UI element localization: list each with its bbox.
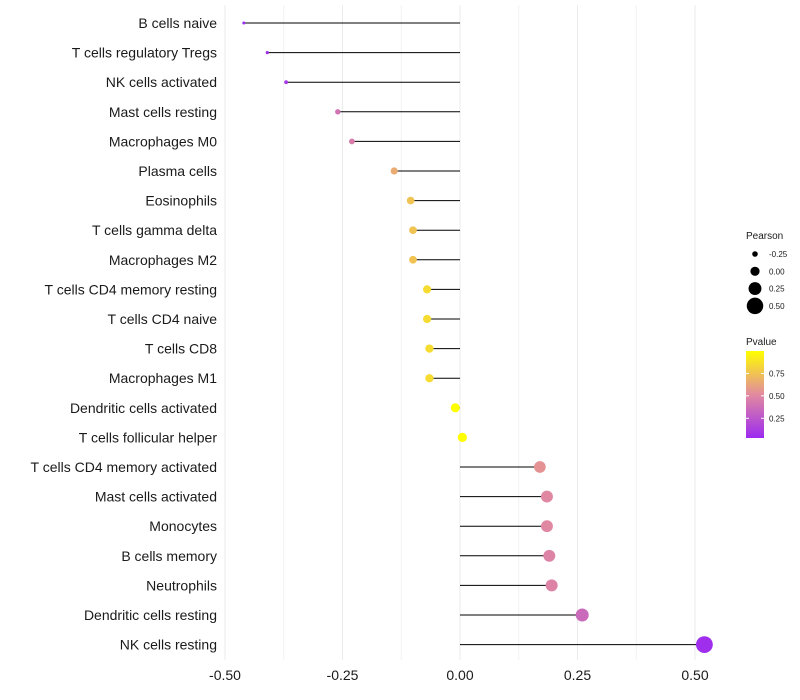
category-label: Eosinophils — [145, 193, 217, 209]
category-label: NK cells resting — [120, 637, 217, 653]
x-tick-label: -0.50 — [209, 667, 241, 683]
x-tick-label: 0.25 — [564, 667, 591, 683]
category-label: T cells CD8 — [145, 341, 217, 357]
category-label: T cells CD4 memory resting — [45, 281, 217, 297]
category-label: T cells CD4 naive — [108, 311, 218, 327]
category-label: T cells gamma delta — [92, 222, 217, 238]
color-legend-label: 0.50 — [769, 392, 785, 401]
lollipop-stems — [243, 22, 705, 646]
category-label: Mast cells resting — [109, 104, 217, 120]
data-point — [540, 520, 553, 533]
data-point — [450, 403, 460, 413]
x-tick-label: 0.50 — [681, 667, 708, 683]
category-label: Macrophages M0 — [109, 133, 217, 149]
size-legend-key — [748, 282, 762, 296]
size-legend-label: 0.00 — [769, 267, 785, 276]
data-point — [242, 21, 246, 25]
color-legend-title: Pvalue — [746, 337, 777, 348]
data-point — [390, 167, 398, 175]
data-point — [348, 138, 355, 145]
category-label: T cells follicular helper — [79, 429, 218, 445]
data-point — [335, 109, 341, 115]
data-point — [545, 579, 558, 592]
color-legend-label: 0.25 — [769, 414, 785, 423]
size-legend-key — [746, 297, 764, 315]
category-label: Macrophages M1 — [109, 370, 217, 386]
data-point — [406, 196, 415, 205]
category-label: Mast cells activated — [95, 489, 217, 505]
data-point — [543, 549, 556, 562]
category-label: NK cells activated — [106, 74, 217, 90]
grid-lines — [224, 5, 696, 660]
category-label: Dendritic cells activated — [70, 400, 217, 416]
data-point — [696, 636, 713, 653]
legend: Pearson -0.25 0.00 0.25 0.50 Pvalue 0.75 0.50 0.… — [746, 231, 788, 438]
size-legend-label: -0.25 — [769, 250, 788, 259]
data-point — [423, 314, 432, 324]
size-legend-label: 0.50 — [769, 302, 785, 311]
data-point — [540, 490, 553, 503]
data-point — [575, 608, 589, 622]
category-labels: B cells naive T cells regulatory Tregs NK … — [31, 15, 218, 653]
category-label: B cells memory — [121, 548, 217, 564]
category-label: Neutrophils — [146, 577, 217, 593]
data-point — [409, 255, 417, 264]
x-tick-label: 0.00 — [446, 667, 473, 683]
lollipop-points — [242, 21, 713, 653]
size-legend-label: 0.25 — [769, 285, 785, 294]
data-point — [425, 374, 434, 383]
size-legend-key — [752, 251, 758, 257]
size-legend-key — [750, 266, 760, 276]
x-tick-label: -0.25 — [327, 667, 359, 683]
data-point — [457, 432, 467, 443]
category-label: B cells naive — [138, 15, 217, 31]
category-label: Monocytes — [149, 518, 217, 534]
category-label: Plasma cells — [138, 163, 217, 179]
data-point — [423, 285, 432, 294]
color-legend-bar — [746, 351, 764, 438]
size-legend-title: Pearson — [746, 231, 783, 242]
data-point — [534, 461, 546, 473]
color-legend-label: 0.75 — [769, 369, 785, 378]
x-axis-tick-labels: -0.50 -0.25 0.00 0.25 0.50 — [209, 667, 709, 683]
data-point — [265, 50, 269, 55]
category-label: T cells CD4 memory activated — [31, 459, 217, 475]
data-point — [409, 226, 417, 235]
category-label: Macrophages M2 — [109, 252, 217, 268]
data-point — [284, 80, 288, 85]
data-point — [425, 344, 434, 353]
category-label: T cells regulatory Tregs — [72, 45, 217, 61]
category-label: Dendritic cells resting — [84, 607, 217, 623]
